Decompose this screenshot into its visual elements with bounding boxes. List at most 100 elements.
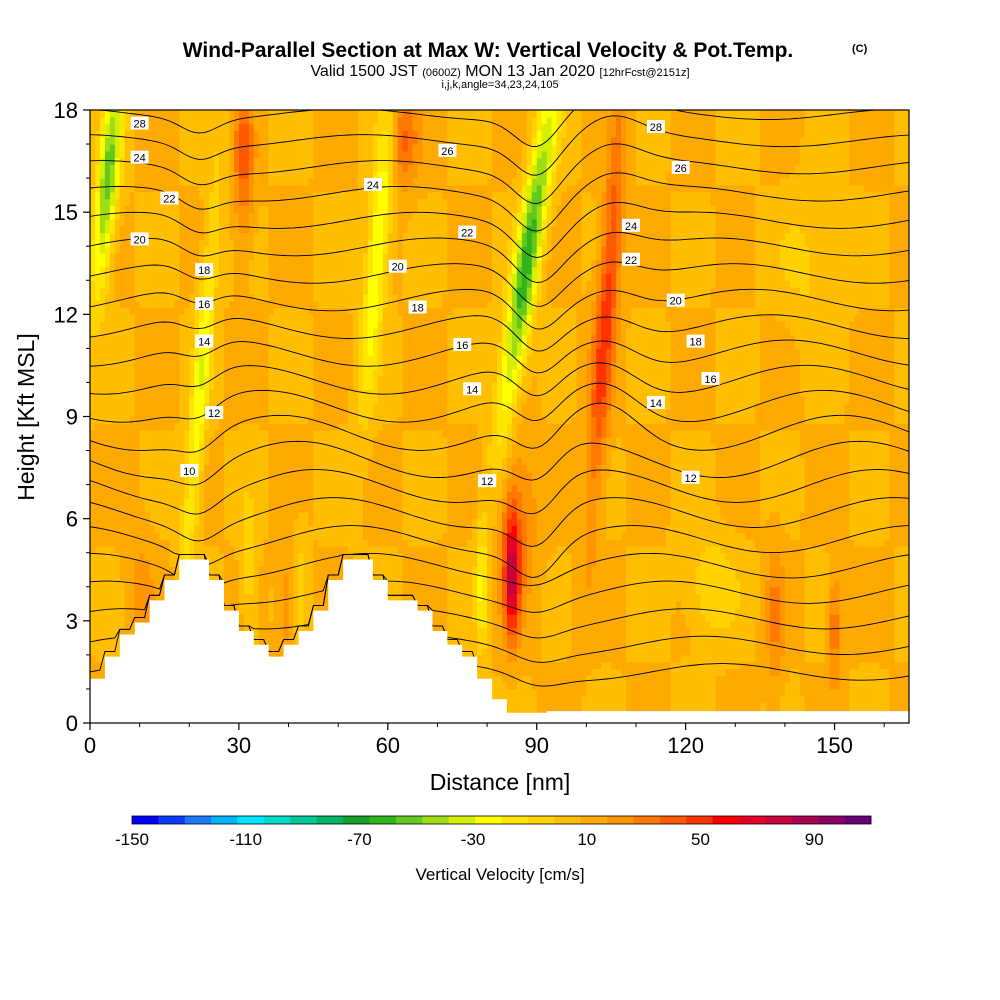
contour-label-text: 20 [392, 262, 404, 274]
contour-label: 14 [646, 395, 665, 410]
colorbar-swatch [844, 816, 872, 824]
x-tick-label: 120 [667, 733, 704, 758]
terrain [90, 559, 909, 723]
colorbar-swatch [448, 816, 476, 824]
contour-label: 26 [438, 143, 457, 158]
colorbar-swatch [132, 816, 159, 824]
y-tick-label: 0 [66, 711, 78, 736]
colorbar-tick-label: 90 [805, 830, 824, 849]
contour-label: 22 [458, 225, 477, 240]
colorbar-swatch [316, 816, 344, 824]
contour-label: 12 [681, 470, 700, 485]
colorbar-swatch [290, 816, 318, 824]
colorbar-swatch [211, 816, 238, 824]
contour-label-text: 26 [675, 163, 687, 175]
contour-label-text: 22 [461, 228, 473, 240]
colorbar: -150 -110 -70 -30 10 50 90 [115, 815, 872, 849]
colorbar-swatch [369, 816, 397, 824]
contour-label: 24 [130, 150, 149, 165]
colorbar-swatch [739, 816, 766, 824]
valid-time-line: Valid 1500 JST (0600Z) MON 13 Jan 2020 [… [310, 63, 689, 80]
contour-label-text: 24 [367, 180, 379, 192]
contour-label-text: 18 [689, 337, 701, 349]
x-axis: 0 30 60 90 120 150 [84, 723, 885, 758]
colorbar-tick-label: -30 [461, 830, 486, 849]
contour-label-text: 10 [183, 466, 195, 478]
colorbar-swatch [501, 816, 529, 824]
contour-label: 18 [195, 263, 214, 277]
colorbar-swatch [686, 816, 713, 824]
contour-label: 10 [180, 464, 199, 478]
colorbar-swatch [158, 816, 186, 824]
colorbar-swatch [184, 816, 212, 824]
colorbar-swatch [791, 816, 819, 824]
contour-label-text: 14 [198, 337, 210, 349]
contour-label-text: 28 [133, 119, 145, 131]
contour-label: 16 [195, 297, 214, 311]
y-tick-label: 18 [54, 98, 78, 123]
contour-label: 20 [666, 293, 685, 308]
contour-label-text: 16 [704, 374, 716, 386]
contour-label-text: 26 [441, 146, 453, 158]
colorbar-tick-label: -110 [229, 830, 262, 849]
x-tick-label: 90 [524, 733, 548, 758]
ijk-line: i,j,k,angle=34,23,24,105 [441, 79, 558, 91]
colorbar-swatch [633, 816, 661, 824]
x-axis-label: Distance [nm] [430, 769, 571, 795]
contour-label: 18 [408, 300, 427, 315]
contour-label: 24 [363, 177, 382, 192]
colorbar-tick-label: -70 [347, 830, 372, 849]
contour-label-text: 18 [411, 303, 423, 315]
colorbar-label: Vertical Velocity [cm/s] [415, 865, 584, 884]
x-tick-label: 60 [376, 733, 400, 758]
colorbar-swatch [422, 816, 450, 824]
contour-label: 24 [622, 218, 640, 233]
theta-contours [90, 110, 909, 687]
valid-date: MON 13 Jan 2020 [465, 63, 595, 80]
y-axis: 0 3 6 9 12 15 18 [54, 98, 90, 736]
contour-label: 20 [130, 232, 149, 246]
contour-label: 20 [388, 259, 407, 274]
x-tick-label: 30 [227, 733, 251, 758]
x-tick-label: 150 [816, 733, 853, 758]
y-tick-label: 3 [66, 609, 78, 634]
contour-labels: 28 24 22 20 18 16 14 12 10 24 26 22 20 18 16 14 12 28 26 24… [130, 116, 720, 488]
colorbar-swatch [237, 816, 265, 824]
contour-label: 14 [195, 334, 214, 349]
contour-label-text: 18 [198, 265, 210, 277]
contour-label-text: 12 [208, 408, 220, 420]
y-axis-label: Height [Kft MSL] [13, 333, 39, 500]
contour-label-text: 20 [133, 234, 145, 246]
colorbar-swatch [607, 816, 634, 824]
colorbar-swatch [395, 816, 423, 824]
chart-title: Wind-Parallel Section at Max W: Vertical… [183, 39, 794, 62]
contour-label-text: 14 [650, 398, 662, 410]
contour-label: 22 [622, 252, 640, 267]
valid-prefix: Valid 1500 JST [310, 63, 418, 80]
contour-label-text: 22 [163, 194, 175, 206]
colorbar-swatch [659, 816, 687, 824]
contour-label-text: 20 [670, 296, 682, 308]
colorbar-swatch [765, 816, 793, 824]
contour-label: 26 [671, 160, 690, 175]
colorbar-swatch [554, 816, 581, 824]
contour-label: 28 [646, 120, 665, 134]
contour-label: 12 [478, 474, 497, 488]
colorbar-tick-label: -150 [115, 830, 149, 849]
y-tick-label: 9 [66, 405, 78, 430]
contour-label-text: 28 [650, 122, 662, 134]
colorbar-swatch [263, 816, 291, 824]
colorbar-swatch [712, 816, 740, 824]
contour-label: 14 [463, 382, 482, 396]
contour-label-text: 22 [625, 255, 637, 267]
y-tick-label: 6 [66, 507, 78, 532]
contour-label-text: 16 [456, 340, 468, 352]
contour-label: 22 [160, 191, 179, 206]
contour-label: 18 [686, 334, 705, 349]
contour-label-text: 12 [481, 476, 493, 488]
contour-label-text: 16 [198, 299, 210, 311]
colorbar-swatch [527, 816, 555, 824]
contour-label: 28 [130, 116, 149, 131]
copyright-mark: (C) [852, 43, 868, 55]
